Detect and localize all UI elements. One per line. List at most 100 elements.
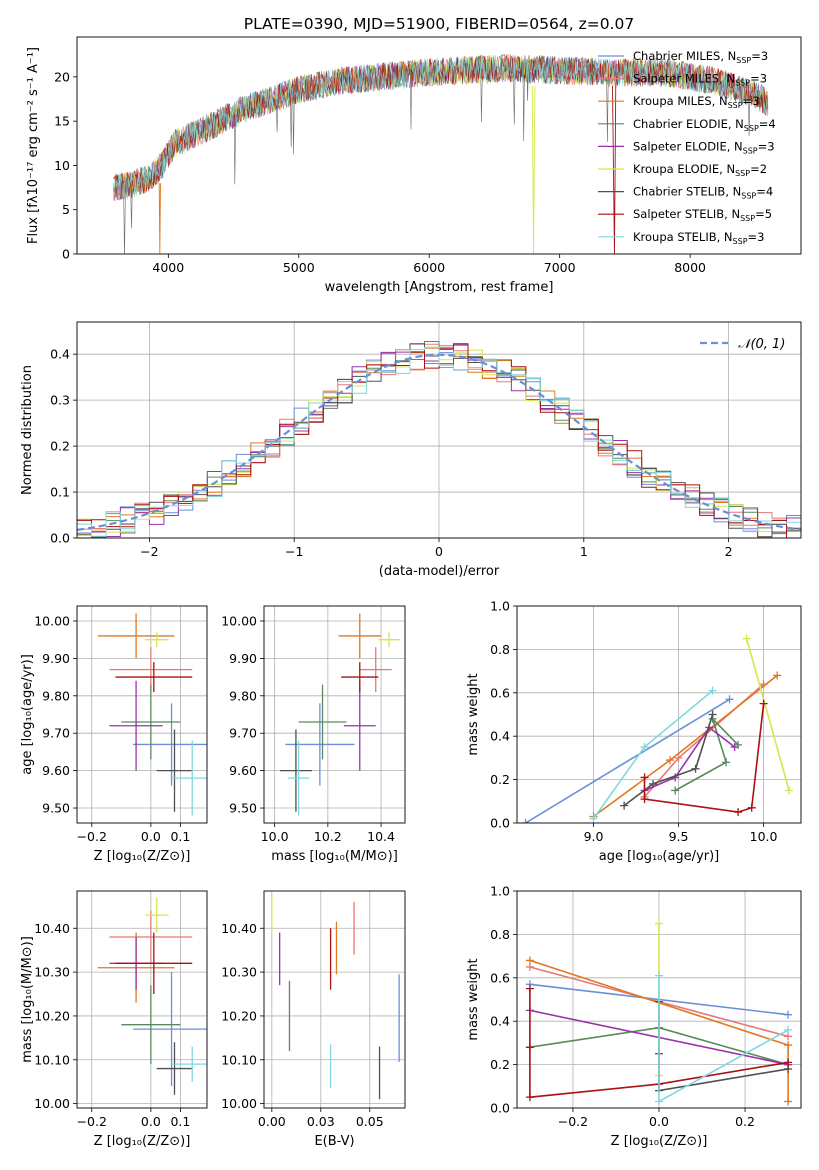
y-tick-label: 0.2 [490,772,510,787]
weight-marker-chabrier-stelib [691,764,700,773]
axes-frame [516,605,802,824]
spectrum-line-salpeter-stelib [113,55,769,200]
y-tick-label: 15 [54,114,70,129]
x-tick-label: 4000 [152,260,184,275]
errorbar-kroupa-stelib [287,740,310,816]
x-tick-label: 10.2 [314,829,342,844]
legend-label: 𝒩(0, 1) [738,337,785,352]
y-tick-label: 10.40 [34,921,70,936]
errorbar-kroupa-miles [338,613,382,659]
weight-marker-kroupa-stelib [589,814,598,823]
y-tick-label: 9.50 [229,801,257,816]
axes-frame [76,321,802,539]
y-tick-label: 10.20 [221,1008,257,1023]
y-tick-label: 1.0 [490,884,510,899]
x-axis-label: E(B-V) [314,1134,354,1149]
y-tick-label: 0.4 [50,347,70,362]
plot-area-mass-vs-Z [77,891,207,1108]
y-tick-label: 0.0 [50,531,70,546]
x-tick-label: −0.2 [77,829,107,844]
y-tick-label: 10.00 [34,613,70,628]
weight-marker-salpeter-stelib [525,1093,534,1102]
x-axis-label: (data-model)/error [379,564,500,579]
y-axis-label: mass weight [466,958,481,1040]
weight-marker-kroupa-stelib [655,1097,663,1106]
legend-label: Kroupa ELODIE, NSSP=2 [633,162,767,178]
legend-label: Salpeter MILES, NSSP=3 [633,72,767,88]
y-tick-label: 10.30 [221,965,257,980]
y-axis-label: mass weight [466,673,481,755]
x-tick-label: 9.5 [669,829,689,844]
legend-entry-salpeter-elodie: Salpeter ELODIE, NSSP=3 [598,139,775,155]
axes-frame [263,605,406,824]
x-tick-label: 0.1 [170,829,190,844]
x-tick-label: 10.0 [750,829,778,844]
y-tick-label: 1.0 [490,599,510,614]
x-tick-label: 0.2 [735,1114,755,1129]
axes-frame [76,890,208,1109]
y-tick-label: 9.70 [229,726,257,741]
legend-entry-chabrier-stelib: Chabrier STELIB, NSSP=4 [598,185,773,201]
x-tick-label: 10.0 [261,829,289,844]
panel-residuals: −2 −1 0 1 2 0.0 0.1 0.2 0.3 0.4 (data-model)/error… [20,321,802,579]
spectrum-dropout-kroupa-miles [158,183,161,254]
legend-entry-chabrier-elodie: Chabrier ELODIE, NSSP=4 [598,117,776,133]
x-axis-label: age [log₁₀(age/yr)] [599,849,720,864]
x-tick-label: 0.1 [170,1114,190,1129]
y-axis-label: age [log₁₀(age/yr)] [20,654,35,775]
weight-marker-kroupa-stelib [708,686,717,695]
errorbar-kroupa-stelib [171,1046,207,1082]
y-tick-label: 10.00 [221,613,257,628]
spectrum-dropout-salpeter-stelib [612,85,617,254]
errorbar-chabrier-elodie [298,684,347,760]
y-tick-label: 0.0 [490,1101,510,1116]
y-tick-label: 0.4 [490,729,510,744]
weight-line-kroupa-elodie [745,638,790,791]
y-tick-label: 9.80 [42,688,70,703]
y-tick-label: 0.2 [490,1057,510,1072]
x-tick-label: 0.0 [141,829,161,844]
errorbar-kroupa-elodie [378,632,400,648]
weight-marker-kroupa-miles [784,1097,793,1106]
y-axis-label: Normed distribution [20,365,35,495]
y-tick-label: 0.6 [490,685,510,700]
y-tick-label: 10 [54,158,70,173]
weight-marker-kroupa-elodie [742,634,751,643]
weight-line-salpeter-elodie [644,726,736,792]
weight-marker-salpeter-stelib [525,1043,534,1052]
y-tick-label: 10.10 [221,1052,257,1067]
y-tick-label: 10.20 [34,1008,70,1023]
x-tick-label: 10.4 [367,829,395,844]
y-axis-label: mass [log₁₀(M/M⊙)] [20,936,35,1063]
weight-marker-kroupa-miles [525,956,534,965]
plot-area-mass-vs-ebv [264,891,405,1108]
x-tick-label: 5000 [283,260,315,275]
y-tick-label: 20 [54,69,70,84]
weight-marker-kroupa-stelib [640,743,649,752]
weight-marker-kroupa-miles [773,671,782,680]
x-axis-label: wavelength [Angstrom, rest frame] [325,280,554,295]
panel-massweight-vs-age: 9.0 9.5 10.0 0.0 0.2 0.4 0.6 0.8 1.0 age [log₁₀(a… [466,599,802,864]
chart-title: PLATE=0390, MJD=51900, FIBERID=0564, z=0… [244,15,634,33]
y-tick-label: 9.80 [229,688,257,703]
x-tick-label: 0.0 [141,1114,161,1129]
weight-marker-kroupa-stelib [655,971,663,980]
plot-area-age-vs-mass [264,606,405,823]
x-axis-label: Z [log₁₀(Z/Z⊙)] [611,1134,708,1149]
x-axis-label: Z [log₁₀(Z/Z⊙)] [94,1134,191,1149]
weight-marker-kroupa-miles [784,1041,793,1050]
errorbar-kroupa-elodie [144,632,169,648]
x-tick-label: 0.00 [258,1114,286,1129]
weight-marker-salpeter-elodie [730,743,739,752]
errorbar-salpeter-stelib [115,662,193,693]
plot-area-spectrum [113,53,769,254]
weight-marker-chabrier-stelib [708,710,717,719]
errorbar-chabrier-stelib [156,729,193,812]
legend-label: Salpeter ELODIE, NSSP=3 [633,139,775,155]
weight-line-chabrier-stelib [623,714,714,807]
weight-marker-chabrier-miles [725,695,734,704]
x-tick-label: −0.2 [558,1114,588,1129]
errorbar-salpeter-elodie [109,680,163,771]
y-tick-label: 0.2 [50,439,70,454]
legend-entry-gaussian: 𝒩(0, 1) [700,337,785,352]
